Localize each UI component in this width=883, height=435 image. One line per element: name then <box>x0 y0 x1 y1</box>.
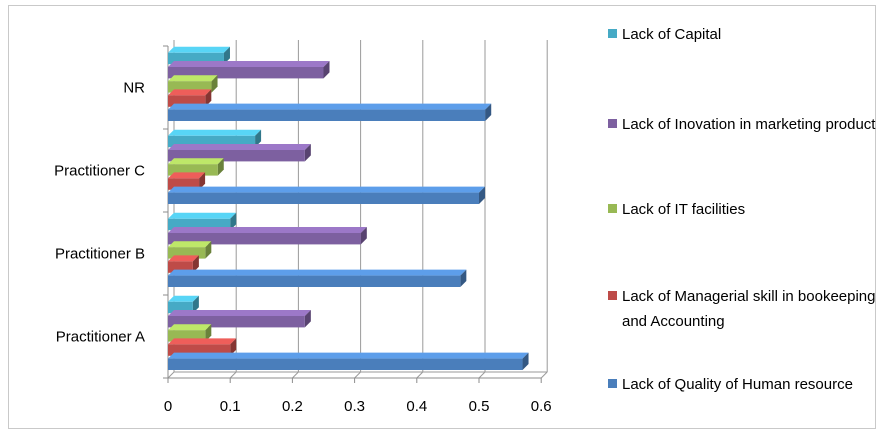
bar <box>168 218 231 231</box>
bar-end-face <box>205 324 212 342</box>
bar-top-face <box>168 338 237 345</box>
bar-top-face <box>168 212 237 219</box>
bar-top-face <box>168 103 492 110</box>
bar <box>168 135 256 148</box>
bar-end-face <box>217 158 224 176</box>
x-tick-label: 0.3 <box>344 398 365 415</box>
floor-gridline <box>354 371 361 379</box>
bar-end-face <box>205 89 212 107</box>
bar-top-face <box>168 89 212 96</box>
x-tick-label: 0 <box>164 398 172 415</box>
floor-gridline <box>416 371 424 379</box>
bar-end-face <box>460 269 467 287</box>
legend-swatch <box>608 204 617 213</box>
bar <box>168 192 479 204</box>
category-label: Practitioner B <box>55 246 145 263</box>
legend-swatch <box>608 119 617 128</box>
bar <box>168 358 523 370</box>
bar-end-face <box>223 46 230 65</box>
bar-end-face <box>230 212 237 231</box>
bar <box>168 52 224 65</box>
bar <box>168 164 218 176</box>
bar-top-face <box>168 324 212 331</box>
bar <box>168 109 486 121</box>
bar-end-face <box>360 227 367 245</box>
bar-end-face <box>522 352 529 370</box>
bar-end-face <box>205 241 212 259</box>
bar-end-face <box>255 129 262 148</box>
bar <box>168 275 461 287</box>
legend-swatch <box>608 291 617 300</box>
bar-top-face <box>168 227 367 233</box>
bar-top-face <box>168 186 485 193</box>
bar <box>168 301 193 314</box>
bar-end-face <box>304 310 311 328</box>
legend-label: Lack of Inovation in marketing product <box>622 116 876 133</box>
x-tick-label: 0.2 <box>282 398 303 415</box>
legend-label: Lack of Managerial skill in bookeeping a… <box>622 288 876 330</box>
bar <box>168 233 361 245</box>
legend-label: Lack of Quality of Human resource <box>622 376 853 393</box>
bar <box>168 330 206 342</box>
bar <box>168 95 206 107</box>
bar-end-face <box>192 295 199 314</box>
bar-top-face <box>168 172 206 179</box>
bar <box>168 178 200 190</box>
bar-end-face <box>192 255 199 273</box>
bar <box>168 150 305 162</box>
bar-end-face <box>479 186 485 204</box>
bar-top-face <box>168 129 262 136</box>
bar-top-face <box>168 269 467 276</box>
floor-gridline <box>478 371 486 379</box>
legend-swatch <box>608 379 617 388</box>
bar-top-face <box>168 255 199 262</box>
bar <box>168 81 212 93</box>
legend-label: Lack of IT facilities <box>622 201 746 218</box>
legend-swatch <box>608 29 617 38</box>
category-label: NR <box>123 80 145 97</box>
category-label: Practitioner C <box>54 163 145 180</box>
bar-top-face <box>168 61 330 67</box>
category-label: Practitioner A <box>56 329 145 346</box>
bar-end-face <box>323 61 330 79</box>
bar-top-face <box>168 75 218 82</box>
floor-gridline <box>292 371 299 379</box>
bar-top-face <box>168 310 311 316</box>
x-tick-label: 0.5 <box>469 398 490 415</box>
bar <box>168 247 206 259</box>
bar-top-face <box>168 46 230 53</box>
bar-end-face <box>485 103 492 121</box>
bar <box>168 316 305 328</box>
bar-top-face <box>168 144 311 150</box>
legend-label: Lack of Capital <box>622 26 722 43</box>
bar-end-face <box>230 338 237 356</box>
bar <box>168 261 193 273</box>
bar-top-face <box>168 295 199 302</box>
bar <box>168 344 231 356</box>
bar <box>168 67 324 79</box>
bar-end-face <box>304 144 311 162</box>
floor-gridline <box>167 371 175 379</box>
bar-top-face <box>168 241 212 248</box>
floor-gridline <box>540 371 548 379</box>
bar-end-face <box>211 75 218 93</box>
bar-top-face <box>168 158 224 165</box>
x-tick-label: 0.1 <box>220 398 241 415</box>
x-tick-label: 0.4 <box>406 398 427 415</box>
x-tick-label: 0.6 <box>531 398 552 415</box>
bar-top-face <box>168 352 529 359</box>
bar-end-face <box>199 172 206 190</box>
floor-gridline <box>229 371 237 379</box>
